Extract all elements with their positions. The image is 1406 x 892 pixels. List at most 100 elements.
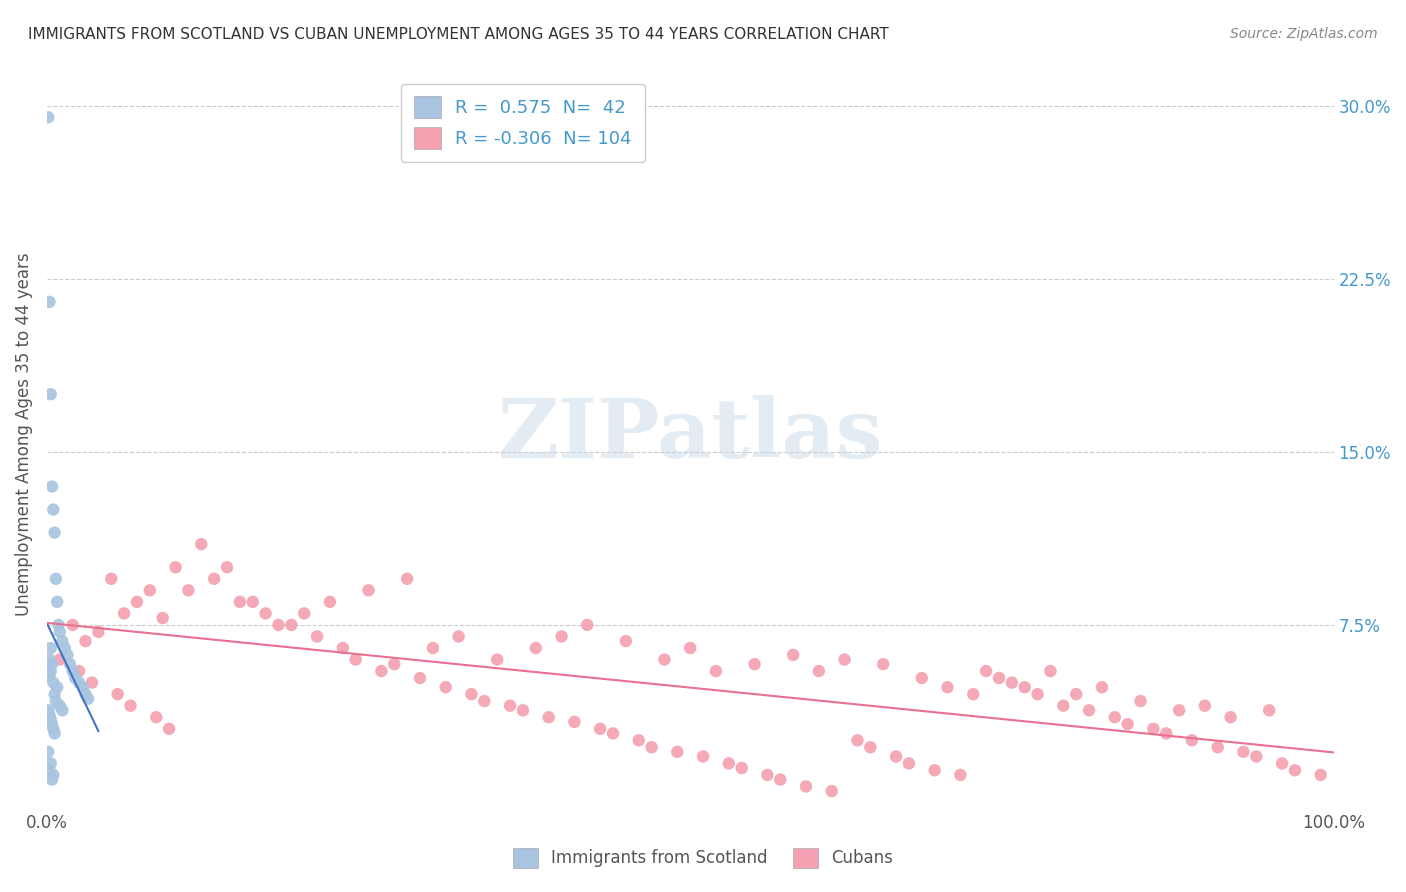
Point — [51, 703, 73, 717]
Point — [77, 691, 100, 706]
Point — [190, 537, 212, 551]
Point — [550, 630, 572, 644]
Point — [1014, 680, 1036, 694]
Point — [38, 669, 60, 683]
Point — [821, 784, 844, 798]
Point — [1168, 703, 1191, 717]
Point — [499, 698, 522, 713]
Point — [524, 640, 547, 655]
Point — [807, 664, 830, 678]
Point — [229, 595, 252, 609]
Point — [1194, 698, 1216, 713]
Point — [602, 726, 624, 740]
Point — [717, 756, 740, 771]
Point — [859, 740, 882, 755]
Point — [1116, 717, 1139, 731]
Point — [370, 664, 392, 678]
Point — [49, 698, 72, 713]
Point — [267, 618, 290, 632]
Point — [45, 572, 67, 586]
Point — [39, 713, 62, 727]
Point — [344, 652, 367, 666]
Point — [75, 687, 97, 701]
Point — [512, 703, 534, 717]
Point — [41, 479, 63, 493]
Point — [38, 652, 60, 666]
Point — [884, 749, 907, 764]
Point — [846, 733, 869, 747]
Point — [640, 740, 662, 755]
Point — [576, 618, 599, 632]
Point — [1052, 698, 1074, 713]
Point — [157, 722, 180, 736]
Point — [1001, 675, 1024, 690]
Point — [62, 664, 84, 678]
Point — [44, 687, 66, 701]
Point — [125, 595, 148, 609]
Point — [962, 687, 984, 701]
Point — [434, 680, 457, 694]
Point — [307, 630, 329, 644]
Point — [80, 675, 103, 690]
Point — [974, 664, 997, 678]
Text: ZIPatlas: ZIPatlas — [498, 394, 883, 475]
Point — [280, 618, 302, 632]
Point — [145, 710, 167, 724]
Point — [56, 648, 79, 662]
Point — [202, 572, 225, 586]
Point — [911, 671, 934, 685]
Point — [460, 687, 482, 701]
Point — [292, 607, 315, 621]
Point — [1309, 768, 1331, 782]
Point — [486, 652, 509, 666]
Point — [1039, 664, 1062, 678]
Point — [872, 657, 894, 672]
Point — [704, 664, 727, 678]
Point — [1129, 694, 1152, 708]
Point — [112, 607, 135, 621]
Point — [627, 733, 650, 747]
Point — [165, 560, 187, 574]
Point — [42, 502, 65, 516]
Point — [48, 618, 70, 632]
Point — [319, 595, 342, 609]
Point — [1246, 749, 1268, 764]
Point — [41, 772, 63, 787]
Point — [67, 664, 90, 678]
Point — [254, 607, 277, 621]
Point — [42, 768, 65, 782]
Y-axis label: Unemployment Among Ages 35 to 44 years: Unemployment Among Ages 35 to 44 years — [15, 252, 32, 616]
Point — [1284, 764, 1306, 778]
Point — [409, 671, 432, 685]
Point — [39, 640, 62, 655]
Point — [666, 745, 689, 759]
Point — [834, 652, 856, 666]
Point — [756, 768, 779, 782]
Point — [87, 624, 110, 639]
Point — [794, 780, 817, 794]
Point — [42, 675, 65, 690]
Point — [215, 560, 238, 574]
Point — [692, 749, 714, 764]
Point — [75, 634, 97, 648]
Point — [242, 595, 264, 609]
Point — [38, 294, 60, 309]
Text: IMMIGRANTS FROM SCOTLAND VS CUBAN UNEMPLOYMENT AMONG AGES 35 TO 44 YEARS CORRELA: IMMIGRANTS FROM SCOTLAND VS CUBAN UNEMPL… — [28, 27, 889, 42]
Point — [589, 722, 612, 736]
Point — [38, 707, 60, 722]
Point — [37, 745, 59, 759]
Point — [1181, 733, 1204, 747]
Point — [1232, 745, 1254, 759]
Point — [382, 657, 405, 672]
Point — [37, 110, 59, 124]
Point — [41, 657, 63, 672]
Point — [62, 618, 84, 632]
Point — [731, 761, 754, 775]
Text: Source: ZipAtlas.com: Source: ZipAtlas.com — [1230, 27, 1378, 41]
Point — [447, 630, 470, 644]
Point — [769, 772, 792, 787]
Point — [1206, 740, 1229, 755]
Point — [67, 675, 90, 690]
Point — [537, 710, 560, 724]
Point — [357, 583, 380, 598]
